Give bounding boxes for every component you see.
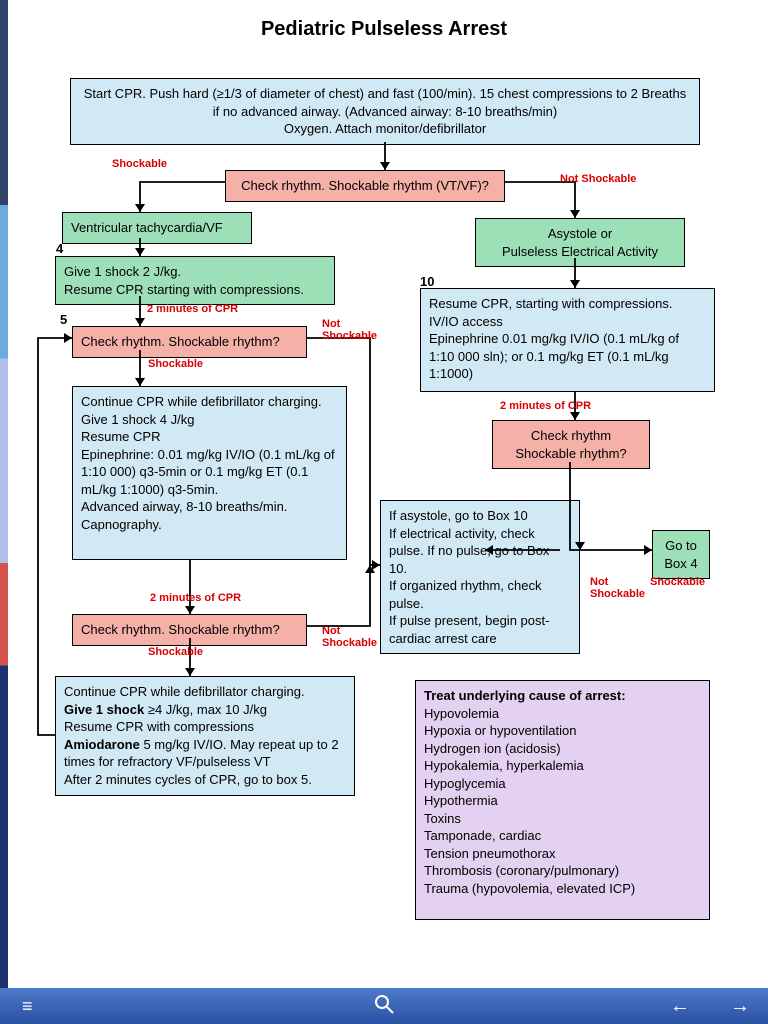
label-twomin1: 2 minutes of CPR <box>147 303 238 315</box>
page-title: Pediatric Pulseless Arrest <box>0 0 768 49</box>
label-twomin2: 2 minutes of CPR <box>500 400 591 412</box>
box-causes: Treat underlying cause of arrest:Hypovol… <box>415 680 710 920</box>
label-shockable1: Shockable <box>112 158 167 170</box>
box-start: Start CPR. Push hard (≥1/3 of diameter o… <box>70 78 700 145</box>
box-check4: Check rhythm. Shockable rhythm? <box>72 614 307 646</box>
box-shock1: Give 1 shock 2 J/kg.Resume CPR starting … <box>55 256 335 305</box>
box-gobox4: Go toBox 4 <box>652 530 710 579</box>
box-continue2: Continue CPR while defibrillator chargin… <box>55 676 355 796</box>
label-not2: NotShockable <box>322 318 377 342</box>
box-vtvf: Ventricular tachycardia/VF <box>62 212 252 244</box>
box-check1: Check rhythm. Shockable rhythm (VT/VF)? <box>225 170 505 202</box>
label-notshockable1: Not Shockable <box>560 173 636 185</box>
label-twomin3: 2 minutes of CPR <box>150 592 241 604</box>
label-shockable3: Shockable <box>148 646 203 658</box>
menu-icon[interactable]: ≡ <box>22 996 35 1017</box>
box-asystole: Asystole orPulseless Electrical Activity <box>475 218 685 267</box>
box-ifasy: If asystole, go to Box 10If electrical a… <box>380 500 580 654</box>
box-resume10: Resume CPR, starting with compressions.I… <box>420 288 715 392</box>
search-icon[interactable] <box>374 994 394 1019</box>
box-check2: Check rhythm. Shockable rhythm? <box>72 326 307 358</box>
label-num5: 5 <box>60 312 67 327</box>
box-continue1: Continue CPR while defibrillator chargin… <box>72 386 347 560</box>
left-decorative-strip <box>0 0 8 1024</box>
label-num10: 10 <box>420 274 434 289</box>
back-icon[interactable]: ← <box>670 995 690 1018</box>
bottom-toolbar: ≡ ← → <box>0 988 768 1024</box>
label-not4: NotShockable <box>590 576 645 600</box>
box-check3: Check rhythmShockable rhythm? <box>492 420 650 469</box>
label-shockable2: Shockable <box>148 358 203 370</box>
label-not3: NotShockable <box>322 625 377 649</box>
page: Pediatric Pulseless Arrest Start CPR. Pu… <box>0 0 768 1024</box>
label-num4: 4 <box>56 241 63 256</box>
forward-icon[interactable]: → <box>730 995 750 1018</box>
label-shockable4: Shockable <box>650 576 705 588</box>
